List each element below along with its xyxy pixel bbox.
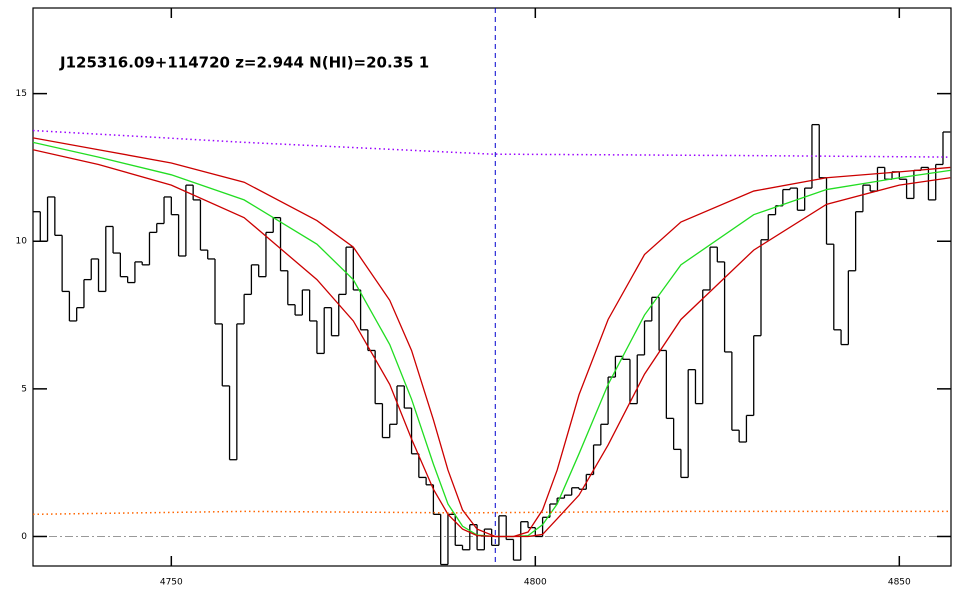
chart-title: J125316.09+114720 z=2.944 N(HI)=20.35 1 bbox=[59, 54, 429, 72]
model-curve bbox=[33, 137, 951, 538]
y-tick-label: 0 bbox=[21, 532, 27, 542]
y-tick-label: 15 bbox=[16, 89, 27, 99]
y-tick-label: 10 bbox=[16, 237, 28, 247]
x-tick-label: 4850 bbox=[888, 578, 911, 588]
model-curve bbox=[33, 141, 951, 538]
model-curve bbox=[33, 129, 951, 158]
plot-area bbox=[33, 8, 951, 566]
x-tick-label: 4750 bbox=[160, 578, 183, 588]
model-curve bbox=[33, 149, 951, 538]
model-curve bbox=[33, 510, 951, 516]
y-tick-label: 5 bbox=[21, 384, 27, 394]
plot-frame bbox=[32, 7, 952, 567]
x-tick-label: 4800 bbox=[524, 578, 547, 588]
